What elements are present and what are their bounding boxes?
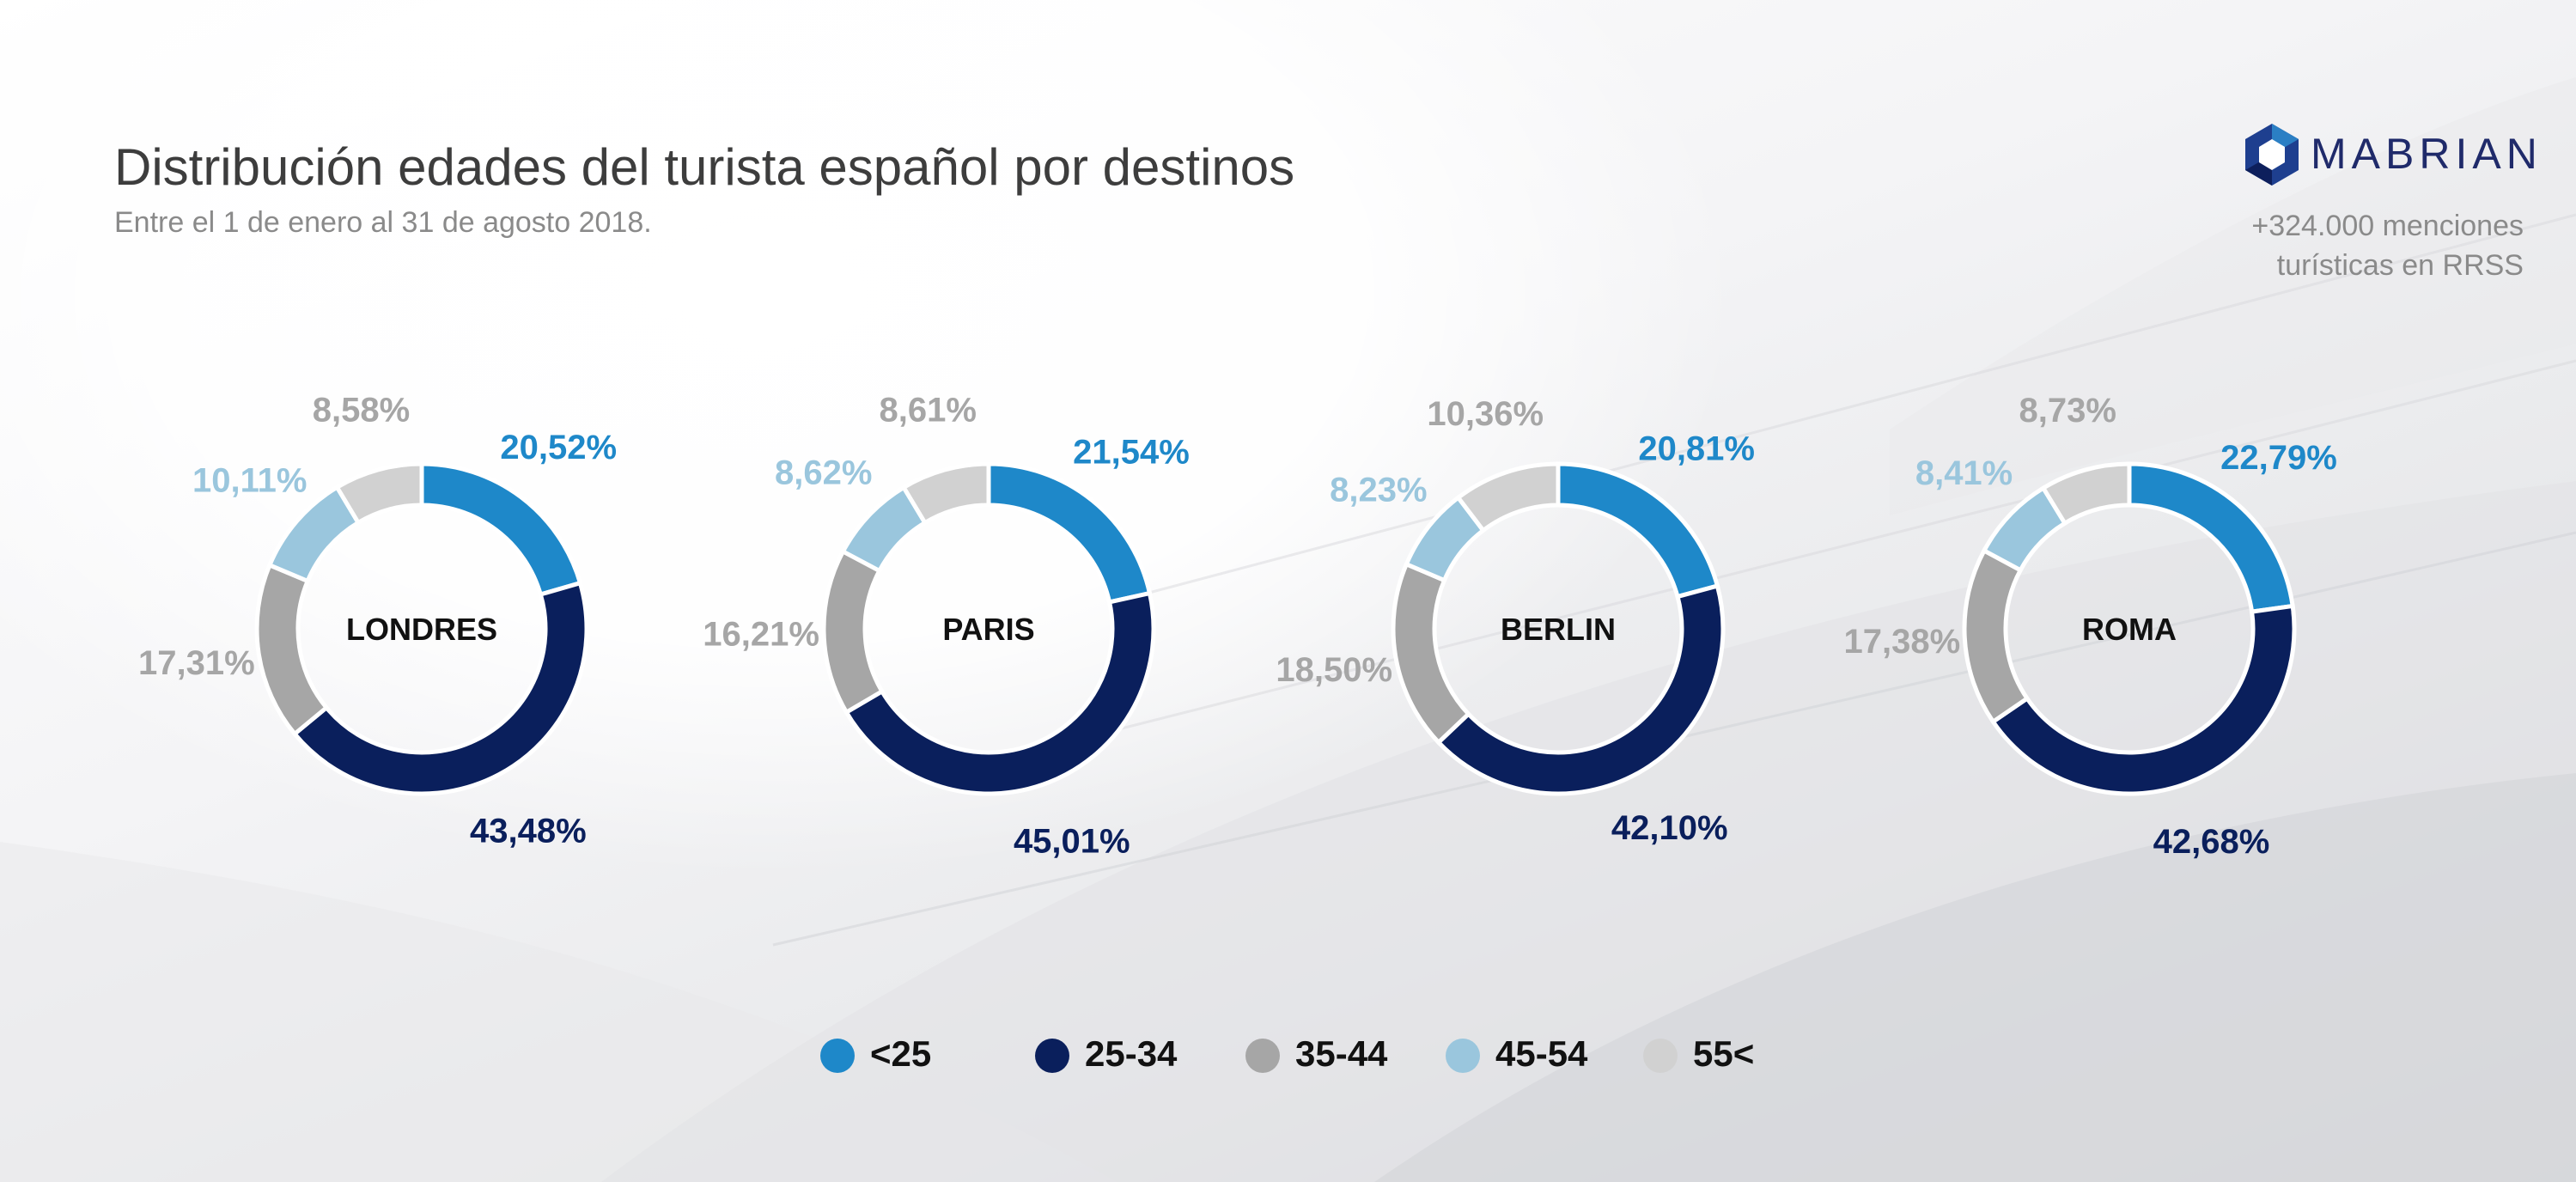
page-subtitle: Entre el 1 de enero al 31 de agosto 2018… (114, 206, 652, 239)
slice-paris-25 (986, 461, 1153, 605)
slice-londres-35-44 (254, 562, 330, 737)
pct-label-roma-3: 17,38% (1844, 623, 1961, 661)
legend-swatch (1245, 1039, 1280, 1073)
pct-label-londres-3: 17,31% (138, 644, 255, 682)
pct-label-paris-3: 16,21% (703, 616, 819, 654)
pct-label-paris-5: 8,61% (879, 392, 976, 430)
legend-swatch (1035, 1039, 1069, 1073)
slice-londres-25-34 (291, 580, 589, 796)
pct-label-roma-2: 42,68% (2153, 823, 2270, 861)
pct-label-roma-4: 8,41% (1915, 454, 2013, 492)
city-label-roma: ROMA (2082, 612, 2177, 647)
mentions-note: +324.000 menciones turísticas en RRSS (2251, 206, 2524, 285)
donut-paris: 21,54% 45,01% 16,21% 8,62%8,61% PARIS (703, 392, 1190, 861)
mentions-line-2: turísticas en RRSS (2276, 249, 2524, 282)
slice-roma-25 (2127, 461, 2295, 614)
chart-legend: <25 25-34 35-44 45-54 55< (820, 1032, 1765, 1083)
legend-swatch (1643, 1039, 1678, 1073)
slice-berlin-35-44 (1391, 561, 1472, 746)
pct-label-paris-4: 8,62% (775, 454, 872, 492)
city-label-paris: PARIS (942, 612, 1034, 647)
slice-berlin-25 (1556, 461, 1720, 600)
pct-label-berlin-3: 18,50% (1276, 651, 1392, 689)
pct-label-londres-4: 10,11% (192, 461, 307, 499)
legend-label: 25-34 (1085, 1033, 1178, 1074)
pct-label-londres-5: 8,58% (313, 392, 410, 430)
city-label-londres: LONDRES (346, 612, 497, 647)
slice-paris-25-34 (843, 590, 1156, 796)
pct-label-londres-1: 20,52% (500, 429, 617, 466)
mentions-line-1: +324.000 menciones (2251, 210, 2524, 242)
brand-name: MABRIAN (2311, 130, 2543, 178)
pct-label-berlin-5: 10,36% (1427, 395, 1544, 433)
pct-label-berlin-2: 42,10% (1611, 809, 1728, 847)
pct-label-roma-5: 8,73% (2019, 392, 2116, 430)
slice-londres-25 (419, 461, 583, 598)
donut-roma: 22,79% 42,68% 17,38% 8,41%8,73% ROMA (1844, 392, 2337, 861)
slice-londres-55 (334, 461, 424, 526)
legend-swatch (820, 1039, 855, 1073)
pct-label-paris-2: 45,01% (1014, 823, 1130, 861)
slice-roma-35-44 (1962, 547, 2031, 725)
pct-label-roma-1: 22,79% (2220, 439, 2337, 477)
page-title: Distribución edades del turista español … (114, 138, 1295, 196)
legend-label: 35-44 (1295, 1033, 1388, 1074)
pct-label-berlin-4: 8,23% (1330, 471, 1427, 509)
pct-label-paris-1: 21,54% (1073, 433, 1190, 471)
donut-londres: 20,52% 43,48% 17,31% 10,11%8,58% LONDRES (138, 392, 617, 850)
slice-berlin-55 (1455, 461, 1561, 533)
legend-swatch (1446, 1039, 1480, 1073)
slice-roma-55 (2040, 461, 2132, 527)
mabrian-logo-icon (2245, 124, 2299, 186)
pct-label-berlin-1: 20,81% (1638, 430, 1755, 468)
brand-logo: MABRIAN (2242, 120, 2537, 189)
city-label-berlin: BERLIN (1501, 612, 1616, 647)
pct-label-londres-2: 43,48% (470, 812, 587, 850)
legend-label: 45-54 (1495, 1033, 1588, 1074)
legend-label: <25 (870, 1033, 932, 1074)
slice-paris-35-44 (821, 548, 886, 716)
legend-label: 55< (1693, 1033, 1755, 1074)
slice-berlin-25-34 (1435, 582, 1726, 796)
slice-roma-25-34 (1989, 603, 2297, 796)
slice-paris-55 (900, 461, 991, 526)
donut-berlin: 20,81% 42,10% 18,50% 8,23%10,36% BERLIN (1276, 395, 1755, 847)
